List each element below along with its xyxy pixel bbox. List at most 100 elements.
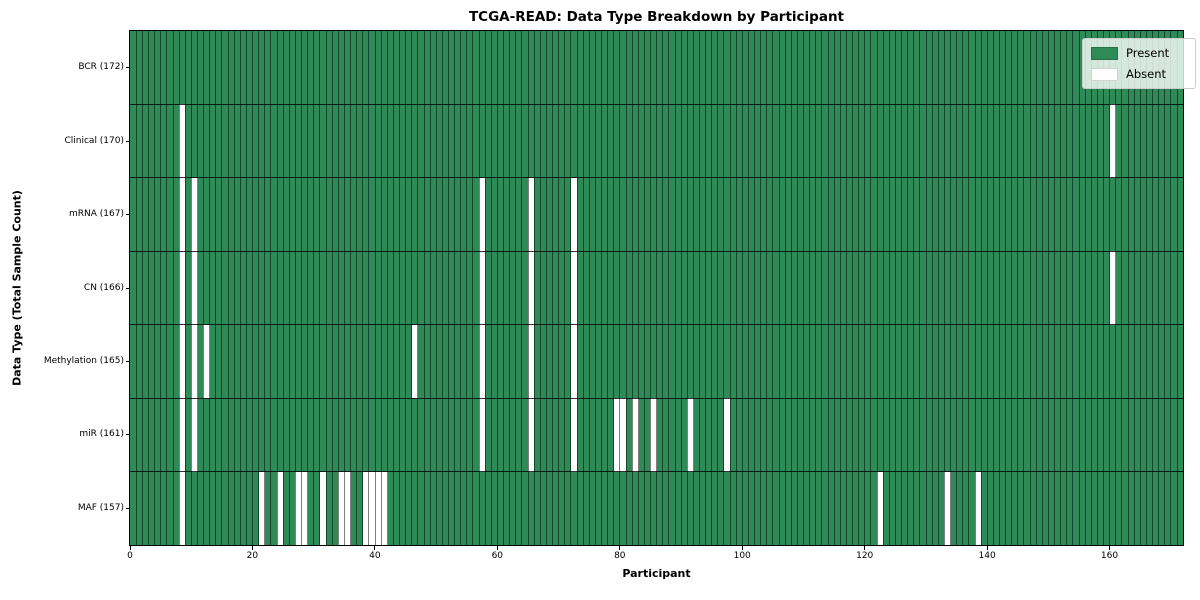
participant-gridline — [1109, 31, 1110, 545]
participant-gridline — [686, 31, 688, 545]
absent-cell — [178, 398, 186, 472]
participant-gridline — [337, 31, 339, 545]
participant-gridline — [992, 31, 994, 545]
participant-gridline — [735, 31, 737, 545]
participant-gridline — [631, 31, 633, 545]
participant-gridline — [294, 31, 296, 545]
participant-gridline — [343, 31, 345, 545]
x-tick-label: 60 — [491, 551, 504, 561]
absent-cell — [613, 398, 621, 472]
x-tick-mark — [251, 546, 253, 550]
participant-gridline — [925, 31, 927, 545]
participant-gridline — [319, 31, 321, 545]
participant-gridline — [943, 31, 945, 545]
participant-gridline — [423, 31, 425, 545]
absent-cell — [570, 324, 578, 399]
participant-gridline — [766, 31, 768, 545]
chart-title: TCGA-READ: Data Type Breakdown by Partic… — [468, 9, 845, 25]
participant-gridline — [833, 31, 835, 545]
absent-cell — [478, 324, 486, 399]
participant-gridline — [1011, 31, 1012, 545]
legend-swatch-present — [1091, 46, 1118, 60]
participant-gridline — [729, 31, 731, 545]
participant-gridline — [399, 31, 400, 545]
participant-gridline — [374, 31, 376, 545]
absent-cell — [191, 324, 198, 399]
participant-gridline — [803, 31, 804, 545]
participant-gridline — [705, 31, 706, 545]
participant-gridline — [221, 31, 223, 545]
participant-gridline — [1066, 31, 1068, 545]
participant-gridline — [356, 31, 357, 545]
absent-cell — [319, 471, 327, 545]
x-tick-mark — [1109, 546, 1110, 550]
participant-gridline — [1127, 31, 1129, 545]
participant-gridline — [1078, 31, 1080, 545]
participant-gridline — [986, 31, 988, 545]
participant-gridline — [680, 31, 682, 545]
participant-gridline — [215, 31, 217, 545]
participant-gridline — [558, 31, 559, 545]
participant-gridline — [362, 31, 363, 545]
participant-gridline — [839, 31, 841, 545]
absent-cell — [478, 251, 486, 325]
absent-cell — [203, 324, 210, 399]
participant-gridline — [209, 31, 210, 545]
absent-cell — [191, 398, 198, 472]
participant-gridline — [607, 31, 608, 545]
participant-gridline — [227, 31, 229, 545]
y-tick-label: Clinical (170) — [64, 135, 124, 146]
absent-cell — [527, 324, 535, 399]
participant-gridline — [141, 31, 143, 545]
participant-gridline — [1084, 31, 1086, 545]
absent-cell — [687, 398, 694, 472]
participant-gridline — [539, 31, 541, 545]
x-tick-label: 160 — [1100, 551, 1119, 561]
legend-label-absent: Absent — [1126, 67, 1167, 81]
participant-gridline — [160, 31, 161, 545]
participant-gridline — [1035, 31, 1037, 545]
participant-gridline — [490, 31, 492, 545]
participant-gridline — [582, 31, 584, 545]
participant-gridline — [1023, 31, 1025, 545]
absent-cell — [1109, 104, 1117, 178]
x-tick-label: 0 — [127, 551, 133, 561]
absent-cell — [944, 471, 951, 545]
participant-gridline — [1176, 31, 1178, 545]
absent-cell — [381, 471, 388, 545]
absent-cell — [974, 471, 982, 545]
x-tick-label: 40 — [369, 551, 381, 561]
participant-gridline — [754, 31, 755, 545]
participant-gridline — [668, 31, 670, 545]
y-tick-label: CN (166) — [83, 282, 124, 293]
row-separator — [130, 324, 1183, 326]
absent-cell — [478, 177, 486, 252]
x-tick-label: 20 — [246, 551, 259, 561]
participant-gridline — [650, 31, 651, 545]
participant-gridline — [190, 31, 192, 545]
participant-gridline — [325, 31, 327, 545]
participant-gridline — [717, 31, 719, 545]
participant-gridline — [882, 31, 884, 545]
participant-gridline — [172, 31, 174, 545]
participant-gridline — [1115, 31, 1116, 545]
y-tick-mark — [125, 434, 129, 436]
participant-gridline — [184, 31, 186, 545]
participant-gridline — [692, 31, 694, 545]
plot-area — [130, 31, 1183, 545]
participant-gridline — [1041, 31, 1043, 545]
participant-gridline — [1164, 31, 1165, 545]
participant-gridline — [233, 31, 235, 545]
participant-gridline — [594, 31, 596, 545]
x-tick-label: 140 — [978, 551, 996, 561]
participant-gridline — [643, 31, 645, 545]
participant-gridline — [1133, 31, 1135, 545]
participant-gridline — [821, 31, 823, 545]
participant-gridline — [288, 31, 290, 545]
y-tick-mark — [125, 507, 129, 509]
y-tick-label: MAF (157) — [77, 502, 124, 513]
participant-gridline — [741, 31, 743, 545]
participant-gridline — [601, 31, 602, 545]
participant-gridline — [245, 31, 247, 545]
